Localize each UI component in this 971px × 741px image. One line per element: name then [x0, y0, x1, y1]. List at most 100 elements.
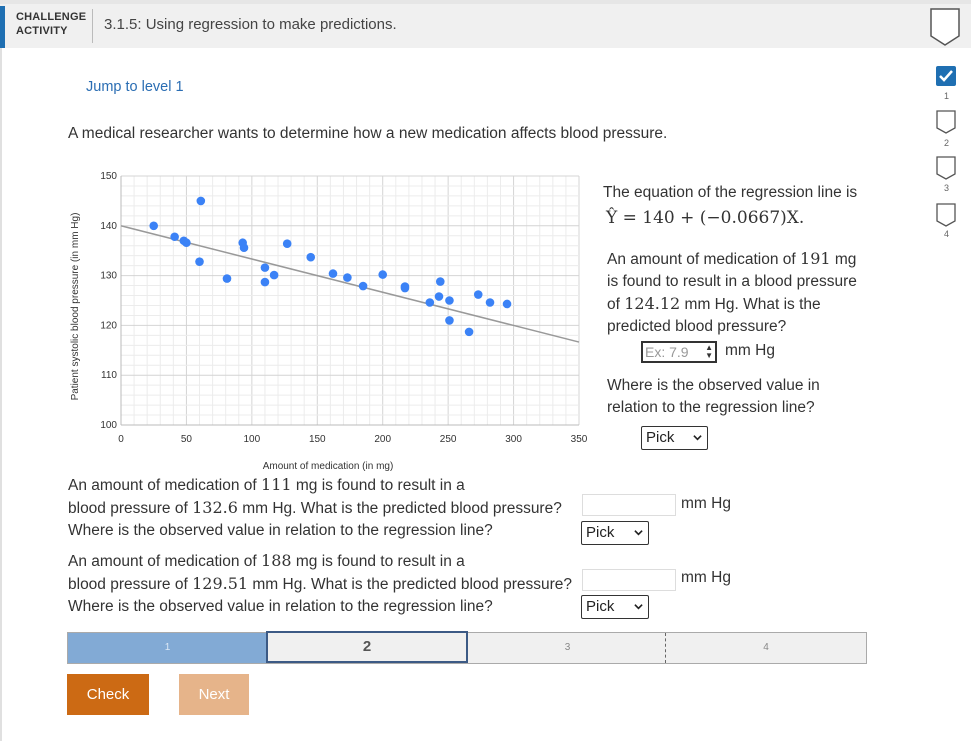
level-2-number: 2 [944, 138, 950, 148]
next-button[interactable]: Next [179, 674, 249, 715]
question-1-text: An amount of medication of 191 mg is fou… [607, 248, 877, 338]
chevron-down-icon [634, 530, 643, 536]
data-points [149, 196, 512, 337]
q2-line2-a: blood pressure of [68, 500, 188, 517]
data-point [149, 221, 159, 231]
data-point [170, 232, 179, 242]
q2-medication-value: 111 [261, 475, 292, 494]
q1-select-value: Pick [646, 429, 675, 446]
x-tick-label: 350 [571, 434, 588, 445]
level-4-number: 4 [944, 229, 950, 239]
data-point [445, 296, 454, 305]
data-point [434, 292, 444, 301]
spinner-arrows-icon[interactable]: ▲ ▼ [705, 343, 713, 360]
data-point [425, 298, 435, 307]
q3-relation-select[interactable]: Pick [581, 595, 649, 619]
regression-equation-text: The equation of the regression line is [603, 184, 858, 201]
progress-segment-2[interactable]: 2 [266, 631, 468, 663]
q2-relation-select[interactable]: Pick [581, 521, 649, 545]
q3-predicted-input[interactable] [582, 569, 676, 591]
level-2-indicator[interactable] [936, 110, 956, 139]
q2-line2-b: mm Hg. What is the predicted blood press… [242, 500, 562, 517]
data-point [282, 239, 292, 249]
q2-line1-b: mg is found to result in a [295, 477, 465, 494]
q2-line1-a: An amount of medication of [68, 477, 257, 494]
progress-segment-1[interactable]: 1 [68, 633, 267, 663]
y-tick-label: 120 [100, 320, 117, 331]
completion-badge-icon [930, 8, 960, 46]
level-1-indicator[interactable] [936, 66, 956, 91]
chart-axes [120, 176, 579, 426]
q1-line4: predicted blood pressure? [607, 318, 787, 335]
level-1-number: 1 [944, 91, 950, 101]
q1-predicted-input[interactable]: Ex: 7.9 ▲ ▼ [641, 341, 717, 363]
q1-where-line1: Where is the observed value in [607, 377, 820, 394]
q1-pressure-value: 124.12 [624, 294, 681, 313]
q3-unit-label: mm Hg [681, 569, 731, 586]
y-axis-title: Patient systolic blood pressure (in mm H… [70, 213, 81, 401]
data-point [182, 238, 191, 248]
q2-where-text: Where is the observed value in relation … [68, 522, 493, 539]
regression-equation-formula: Ŷ = 140 + (−0.0667)X. [606, 207, 804, 229]
data-point [435, 277, 445, 286]
equation-rhs: = 140 + (−0.0667)X. [622, 208, 805, 228]
q2-predicted-input[interactable] [582, 494, 676, 516]
q2-select-value: Pick [586, 524, 615, 541]
data-point [358, 281, 368, 291]
data-point [473, 290, 483, 299]
y-tick-label: 150 [100, 171, 117, 182]
x-tick-label: 50 [181, 434, 193, 445]
level-2-badge-icon [936, 110, 956, 134]
q1-unit-label: mm Hg [725, 342, 775, 359]
q3-pressure-value: 129.51 [192, 574, 249, 593]
q1-medication-value: 191 [800, 249, 831, 268]
activity-type-line1: CHALLENGE [16, 11, 87, 23]
q1-line3-b: mm Hg. What is the [684, 296, 821, 313]
data-point [195, 257, 204, 266]
header-divider [92, 9, 93, 43]
data-point [196, 196, 206, 206]
level-progress-bar: 1 2 3 4 [67, 631, 867, 664]
problem-intro: A medical researcher wants to determine … [68, 125, 668, 142]
jump-to-level-link[interactable]: Jump to level 1 [86, 79, 184, 95]
q1-line3-a: of [607, 296, 620, 313]
left-border [0, 48, 2, 741]
data-point [378, 270, 388, 279]
progress-segment-3[interactable]: 3 [470, 633, 666, 663]
q2-pressure-value: 132.6 [192, 498, 238, 517]
q1-line2: is found to result in a blood pressure [607, 273, 857, 290]
axis-labels: 0 50 100 150 200 250 300 350 100 110 120 130 140 150 A… [70, 171, 588, 472]
q1-relation-select[interactable]: Pick [641, 426, 708, 450]
q1-input-placeholder: Ex: 7.9 [645, 344, 689, 360]
data-point [464, 327, 474, 337]
chevron-down-icon [634, 604, 643, 610]
y-tick-label: 110 [101, 370, 117, 381]
data-point [222, 274, 232, 283]
scatter-plot: 0 50 100 150 200 250 300 350 100 110 120 130 140 150 A… [70, 171, 588, 472]
q2-unit-label: mm Hg [681, 495, 731, 512]
regression-line [120, 225, 580, 343]
level-3-indicator[interactable] [936, 156, 956, 185]
q3-medication-value: 188 [261, 551, 292, 570]
header-accent-bar [0, 6, 5, 48]
level-4-badge-icon [936, 203, 956, 227]
q3-line2-a: blood pressure of [68, 576, 188, 593]
data-point [502, 299, 512, 309]
level-4-indicator[interactable] [936, 203, 956, 232]
x-tick-label: 200 [374, 434, 391, 445]
x-tick-label: 250 [440, 434, 457, 445]
x-tick-label: 100 [244, 434, 261, 445]
q3-line1-a: An amount of medication of [68, 553, 257, 570]
progress-segment-4[interactable]: 4 [763, 642, 769, 653]
data-point [400, 283, 410, 293]
y-tick-label: 140 [100, 221, 117, 232]
question-2-text: An amount of medication of 111 mg is fou… [68, 474, 562, 542]
data-point [260, 277, 270, 287]
chevron-down-icon [693, 435, 702, 441]
x-tick-label: 0 [118, 434, 124, 445]
check-button[interactable]: Check [67, 674, 149, 715]
q3-line2-b: mm Hg. What is the predicted blood press… [252, 576, 573, 593]
q1-where-text: Where is the observed value in relation … [607, 375, 820, 419]
data-point [269, 270, 279, 280]
regression-line-group [120, 225, 580, 343]
